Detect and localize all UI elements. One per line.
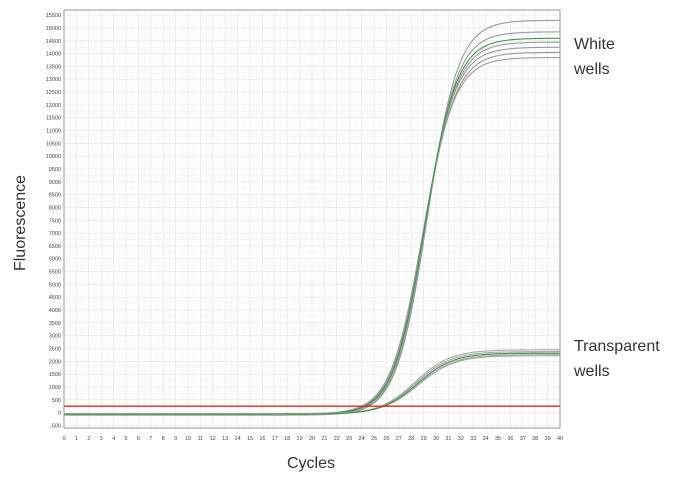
y-tick-label: 14500 xyxy=(46,39,61,45)
series-layer xyxy=(64,19,561,416)
x-tick-label: 1 xyxy=(75,436,78,442)
x-tick-label: 27 xyxy=(396,436,402,442)
y-tick-label: -500 xyxy=(50,423,61,429)
x-tick-label: 29 xyxy=(421,436,427,442)
x-tick-label: 38 xyxy=(532,436,538,442)
x-tick-label: 3 xyxy=(100,436,103,442)
x-tick-label: 20 xyxy=(309,436,315,442)
y-tick-label: 5000 xyxy=(49,282,61,288)
y-tick-label: 6500 xyxy=(49,244,61,250)
x-tick-label: 34 xyxy=(483,436,489,442)
y-tick-label: 13000 xyxy=(46,77,61,83)
y-tick-label: 9500 xyxy=(49,167,61,173)
y-tick-label: 500 xyxy=(52,398,61,404)
x-axis-label: Cycles xyxy=(287,455,335,472)
annotation-transparent-line1: Transparent xyxy=(574,338,660,355)
x-tick-label: 8 xyxy=(162,436,165,442)
x-tick-label: 15 xyxy=(247,436,253,442)
y-tick-label: 15500 xyxy=(46,13,61,19)
y-tick-label: 5500 xyxy=(49,270,61,276)
x-tick-label: 6 xyxy=(137,436,140,442)
x-tick-label: 35 xyxy=(495,436,501,442)
x-tick-label: 40 xyxy=(557,436,563,442)
y-tick-label: 10500 xyxy=(46,141,61,147)
y-tick-label: 13500 xyxy=(46,64,61,70)
grid xyxy=(63,10,561,428)
y-tick-label: 14000 xyxy=(46,52,61,58)
annotation-white-line1: White xyxy=(574,36,615,53)
y-axis-label: Fluorescence xyxy=(12,175,29,271)
y-tick-label: 3000 xyxy=(49,334,61,340)
y-tick-labels: -500 0 500 1000 1500 2000 2500 3000 3500 4000 4500… xyxy=(46,13,61,429)
x-tick-label: 32 xyxy=(458,436,464,442)
y-tick-label: 6000 xyxy=(49,257,61,263)
y-tick-label: 1500 xyxy=(49,372,61,378)
x-tick-label: 24 xyxy=(359,436,365,442)
y-tick-label: 12000 xyxy=(46,103,61,109)
y-tick-label: 3500 xyxy=(49,321,61,327)
x-tick-label: 13 xyxy=(222,436,228,442)
x-tick-label: 30 xyxy=(433,436,439,442)
y-tick-label: 9000 xyxy=(49,180,61,186)
x-tick-label: 7 xyxy=(149,436,152,442)
y-tick-label: 15000 xyxy=(46,26,61,32)
y-tick-label: 4000 xyxy=(49,308,61,314)
plot-border xyxy=(63,9,561,429)
x-tick-label: 5 xyxy=(124,436,127,442)
x-tick-label: 36 xyxy=(507,436,513,442)
y-tick-label: 7000 xyxy=(49,231,61,237)
plot-frame xyxy=(63,9,561,429)
x-tick-label: 33 xyxy=(470,436,476,442)
x-tick-label: 39 xyxy=(545,436,551,442)
x-tick-label: 26 xyxy=(383,436,389,442)
y-tick-label: 8500 xyxy=(49,193,61,199)
x-tick-label: 16 xyxy=(259,436,265,442)
y-tick-label: 11000 xyxy=(46,129,61,135)
x-tick-label: 18 xyxy=(284,436,290,442)
y-tick-label: 10000 xyxy=(46,154,61,160)
y-tick-label: 12500 xyxy=(46,90,61,96)
y-tick-label: 8000 xyxy=(49,205,61,211)
x-tick-label: 9 xyxy=(174,436,177,442)
y-tick-label: 0 xyxy=(58,411,61,417)
x-tick-label: 0 xyxy=(62,436,65,442)
x-tick-label: 14 xyxy=(235,436,241,442)
y-tick-label: 4500 xyxy=(49,295,61,301)
x-tick-label: 2 xyxy=(87,436,90,442)
x-tick-label: 28 xyxy=(408,436,414,442)
x-tick-label: 11 xyxy=(198,436,204,442)
x-tick-label: 10 xyxy=(185,436,191,442)
x-tick-label: 4 xyxy=(112,436,115,442)
x-tick-label: 37 xyxy=(520,436,526,442)
y-tick-label: 2500 xyxy=(49,347,61,353)
series-line-transparent-green-1 xyxy=(64,352,560,415)
annotation-transparent-line2: wells xyxy=(573,363,610,380)
x-tick-label: 19 xyxy=(297,436,303,442)
x-tick-label: 12 xyxy=(210,436,216,442)
x-tick-label: 22 xyxy=(334,436,340,442)
y-tick-label: 11500 xyxy=(46,116,61,122)
x-tick-label: 25 xyxy=(371,436,377,442)
annotation-white-line2: wells xyxy=(573,61,610,78)
x-tick-label: 23 xyxy=(346,436,352,442)
x-tick-label: 31 xyxy=(445,436,451,442)
x-tick-labels: 0 1 2 3 4 5 6 7 8 9 10 11 12 13 14 15 16 17 18 19 20 21 22 23 24… xyxy=(62,436,563,442)
y-tick-label: 1000 xyxy=(49,385,61,391)
y-tick-label: 7500 xyxy=(49,218,61,224)
y-tick-label: 2000 xyxy=(49,359,61,365)
x-tick-label: 21 xyxy=(321,436,327,442)
x-tick-label: 17 xyxy=(272,436,278,442)
